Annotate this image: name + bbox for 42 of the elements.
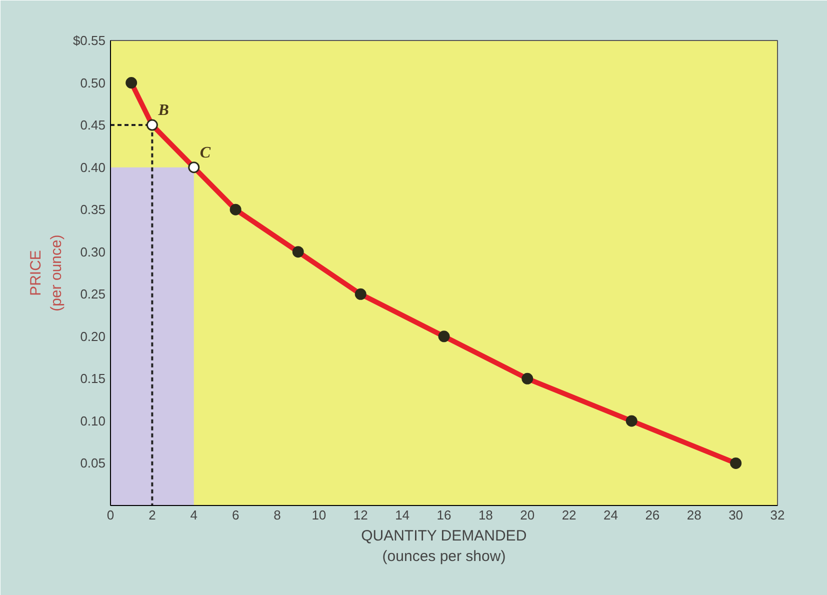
y-tick-label: $0.55 xyxy=(72,33,106,48)
x-tick-label: 14 xyxy=(395,508,410,522)
x-tick-label: 0 xyxy=(106,508,114,522)
y-tick-label: 0.35 xyxy=(80,202,106,218)
x-tick-label: 28 xyxy=(686,508,702,522)
y-tick-label: 0.10 xyxy=(80,413,106,428)
x-tick-label: 2 xyxy=(148,508,156,522)
y-tick-label: 0.05 xyxy=(80,456,106,471)
x-tick-label: 20 xyxy=(520,508,535,522)
x-tick-label: 22 xyxy=(562,508,576,522)
point xyxy=(522,372,534,384)
x-tick-label: 16 xyxy=(436,508,452,522)
x-tick-label: 6 xyxy=(232,508,240,522)
annotation: C xyxy=(200,144,211,162)
point xyxy=(230,204,242,216)
point xyxy=(292,246,304,258)
point xyxy=(438,330,450,342)
y-axis-title: PRICE (per ounce) xyxy=(28,234,65,312)
x-tick-label: 8 xyxy=(274,508,281,522)
x-tick-label: 26 xyxy=(645,508,660,522)
point xyxy=(146,119,158,131)
x-tick-label: 4 xyxy=(190,508,198,522)
y-tick-label: 0.20 xyxy=(80,328,106,344)
point xyxy=(188,162,200,174)
x-tick-label: 24 xyxy=(604,508,618,522)
annotation: B xyxy=(157,102,170,120)
x-tick-label: 12 xyxy=(353,508,368,522)
x-tick-label: 32 xyxy=(770,508,785,522)
point xyxy=(626,415,638,427)
x-tick-label: 18 xyxy=(478,508,493,522)
x-tick-label: 30 xyxy=(728,508,744,522)
x-axis-title: QUANTITY DEMANDED (ounces per show) xyxy=(361,528,527,565)
x-tick-label: 10 xyxy=(312,508,326,522)
point xyxy=(354,288,366,300)
y-tick-label: 0.45 xyxy=(80,118,106,133)
point xyxy=(730,457,742,469)
y-tick-label: 0.30 xyxy=(80,244,106,260)
point xyxy=(126,77,138,89)
y-tick-label: 0.15 xyxy=(80,371,106,386)
y-tick-label: 0.25 xyxy=(80,286,106,302)
y-tick-label: 0.40 xyxy=(80,160,106,175)
y-tick-label: 0.50 xyxy=(80,75,106,90)
